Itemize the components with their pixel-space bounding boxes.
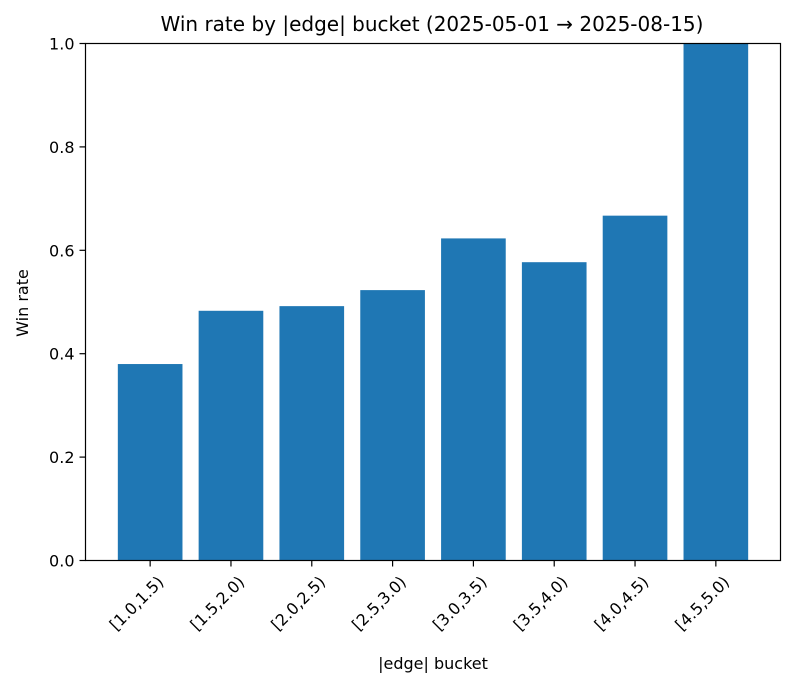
x-tick-label: [3.5,4.0) [510,572,572,634]
bars [117,43,749,561]
x-tick-label: [4.5,5.0) [671,572,733,634]
y-tick-label: 1.0 [49,35,74,54]
y-axis-ticks: 0.0 0.2 0.4 0.6 0.8 1.0 [49,35,86,571]
bar-6 [602,215,668,561]
bar-0 [117,364,183,561]
x-tick-label: [3.0,3.5) [429,572,491,634]
y-tick-label: 0.0 [49,552,74,571]
bar-2 [279,306,345,561]
plot-frame [84,42,782,562]
x-tick-label: [4.0,4.5) [590,572,652,634]
y-tick-label: 0.2 [49,448,74,467]
y-tick-label: 0.6 [49,241,74,260]
y-tick-label: 0.4 [49,345,74,364]
bar-4 [441,238,506,561]
bar-3 [360,290,425,561]
x-tick-label: [1.5,2.0) [186,572,248,634]
y-axis-label: Win rate [13,269,32,337]
y-tick-label: 0.8 [49,138,74,157]
bar-5 [521,262,587,561]
x-axis-ticks: [1.0,1.5) [1.5,2.0) [2.0,2.5) [2.5,3.0) [3.0… [106,560,733,634]
bar-7 [683,43,749,561]
bar-1 [198,310,264,561]
x-axis-label: |edge| bucket [378,654,488,673]
x-tick-label: [1.0,1.5) [106,572,168,634]
x-tick-label: [2.0,2.5) [267,572,329,634]
chart-title: Win rate by |edge| bucket (2025-05-01 → … [161,12,704,36]
x-tick-label: [2.5,3.0) [348,572,410,634]
